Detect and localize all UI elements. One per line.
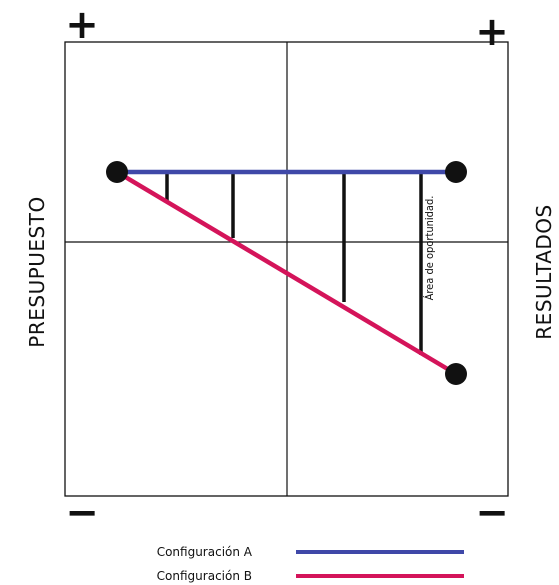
bottom-left-minus-sign: − [65, 490, 99, 536]
area-de-oportunidad-label: Área de oportunidad. [423, 196, 436, 301]
legend-label-configuracion-b: Configuración B [157, 569, 252, 583]
presupuesto-axis-label: PRESUPUESTO [25, 196, 49, 347]
legend-label-configuracion-a: Configuración A [157, 545, 253, 559]
bottom-right-minus-sign: − [475, 490, 509, 536]
resultados-axis-label: RESULTADOS [532, 204, 556, 339]
configuracion-b-line [115, 170, 458, 376]
end-point-b [445, 363, 467, 385]
end-point-a [445, 161, 467, 183]
top-left-plus-sign: + [65, 2, 99, 48]
top-right-plus-sign: + [475, 9, 509, 55]
start-point [106, 161, 128, 183]
